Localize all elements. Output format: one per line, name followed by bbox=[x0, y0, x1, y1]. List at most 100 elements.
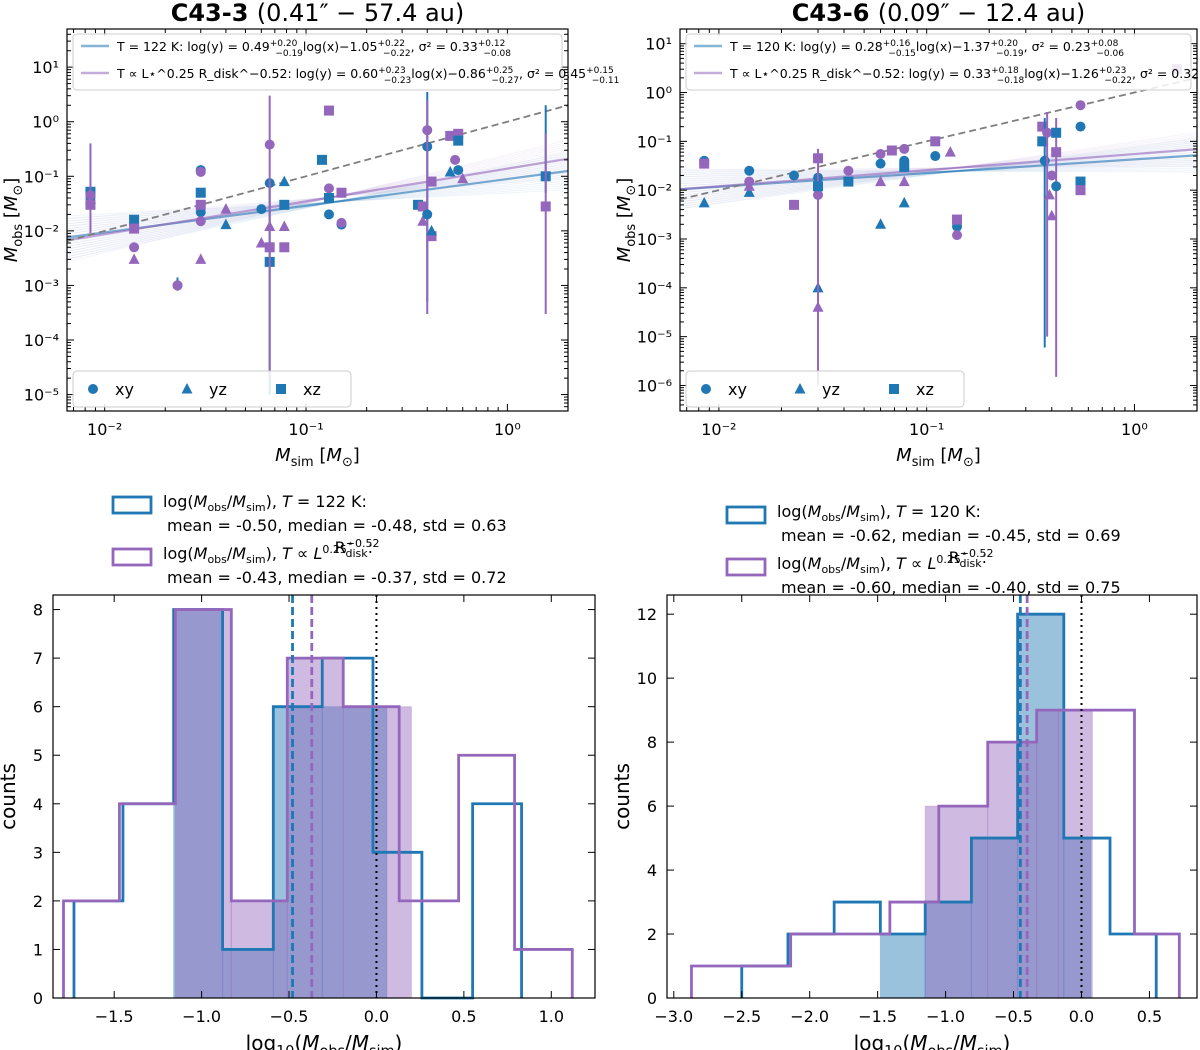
y-tick-label: 4 bbox=[33, 795, 43, 814]
data-point-xy bbox=[1042, 127, 1053, 138]
data-point-yz bbox=[444, 165, 456, 177]
axes-frame bbox=[679, 28, 1198, 412]
fit-sample-line bbox=[67, 189, 568, 217]
hist-filled-bar bbox=[970, 837, 1019, 999]
marker-legend-label: xz bbox=[303, 380, 321, 399]
data-point-yz bbox=[220, 218, 232, 230]
data-point-xz bbox=[195, 187, 206, 198]
data-point-xy bbox=[699, 158, 710, 169]
y-tick-label: 8 bbox=[33, 601, 43, 620]
axes-frame bbox=[666, 594, 1198, 999]
data-point-xz bbox=[789, 199, 800, 210]
x-tick-label: −2.5 bbox=[722, 1007, 761, 1026]
y-tick-label: 10 bbox=[637, 669, 657, 688]
one-to-one-line bbox=[67, 104, 568, 242]
legend-marker-xy bbox=[88, 384, 98, 394]
data-point-xz bbox=[1037, 121, 1048, 132]
plot-area bbox=[67, 92, 568, 395]
fit-legend-entry: T ∝ L⋆^0.25 R_disk^−0.52: log(y) = 0.60+… bbox=[116, 66, 619, 86]
legend-swatch-purple bbox=[111, 547, 153, 567]
y-tick-label: 10⁻³ bbox=[637, 230, 672, 249]
x-tick-label: 10⁻² bbox=[87, 420, 122, 439]
fit-legend-box bbox=[72, 33, 563, 91]
fit-sample-line bbox=[67, 177, 568, 220]
data-point-yz bbox=[698, 196, 710, 208]
hist-filled-bar bbox=[987, 741, 1038, 999]
hist-filled-bar bbox=[924, 901, 972, 999]
data-point-xz bbox=[336, 187, 347, 198]
fit-legend-box bbox=[685, 33, 1192, 91]
legend-line-1: log(Mobs/Msim), T = 122 K: bbox=[163, 492, 367, 514]
y-tick-label: 1 bbox=[33, 940, 43, 959]
data-point-yz bbox=[278, 175, 290, 187]
y-tick-label: 10⁻² bbox=[637, 181, 672, 200]
data-point-xy bbox=[789, 170, 800, 181]
data-point-xy bbox=[256, 204, 267, 215]
fit-sample-line bbox=[67, 141, 568, 260]
hist-step-outline bbox=[62, 608, 574, 998]
data-point-xy bbox=[129, 242, 140, 253]
y-tick-label: 10⁻⁴ bbox=[24, 331, 59, 350]
legend-marker-yz bbox=[181, 383, 193, 394]
fit-sample-line bbox=[680, 169, 1197, 173]
x-axis-label: Msim​ [M⊙​] bbox=[896, 445, 981, 470]
y-tick-label: 10⁻⁵ bbox=[637, 328, 672, 347]
marker-legend-label: yz bbox=[209, 380, 227, 399]
legend-marker-xy bbox=[701, 384, 711, 394]
y-tick-label: 10⁻⁵ bbox=[24, 386, 59, 405]
x-tick-label: 0.0 bbox=[1069, 1007, 1094, 1026]
data-point-xz bbox=[129, 223, 140, 234]
y-axis-label: Mobs​ [M⊙​] bbox=[614, 178, 639, 263]
fit-line-purple bbox=[680, 148, 1197, 191]
legend-line-2: mean = -0.62, median = -0.45, std = 0.69 bbox=[781, 526, 1121, 545]
hist-filled-bar bbox=[1036, 709, 1059, 999]
data-point-yz bbox=[875, 175, 887, 187]
data-point-yz bbox=[1046, 209, 1058, 221]
histogram-panel-3: −3.0 −2.5 −2.0 −1.5 −1.0 −0.5 0.0 0.5 0 2 4 6 8 10 12 l… bbox=[610, 502, 1198, 1050]
data-point-xz bbox=[279, 242, 290, 253]
hist-filled-bar bbox=[1017, 613, 1065, 999]
data-point-yz bbox=[944, 146, 956, 157]
x-axis-label: log10​(Mobs​/Msim​) bbox=[246, 1031, 403, 1050]
x-tick-label: 10⁰ bbox=[494, 420, 521, 439]
data-point-xy bbox=[195, 216, 206, 227]
data-point-xz bbox=[952, 214, 963, 225]
legend-marker-yz bbox=[794, 383, 806, 394]
x-tick-label: −1.5 bbox=[858, 1007, 897, 1026]
data-point-xy bbox=[1046, 170, 1057, 181]
marker-legend-label: xy bbox=[728, 380, 747, 399]
legend-marker-xz bbox=[889, 384, 899, 394]
data-point-xz bbox=[1037, 136, 1048, 147]
x-tick-label: 10⁻² bbox=[701, 420, 736, 439]
fit-line-purple bbox=[67, 157, 568, 242]
y-tick-label: 3 bbox=[33, 843, 43, 862]
data-point-xz bbox=[930, 136, 941, 147]
fit-legend-entry: T = 122 K: log(y) = 0.49+0.20 −0.19log(x)… bbox=[116, 39, 511, 59]
data-point-xy bbox=[875, 149, 886, 160]
data-point-xz bbox=[453, 128, 464, 139]
x-tick-label: 0.5 bbox=[451, 1007, 476, 1026]
data-point-xz bbox=[899, 161, 910, 172]
y-tick-label: 10⁻⁶ bbox=[637, 376, 672, 395]
data-point-yz bbox=[743, 180, 755, 191]
data-point-xy bbox=[85, 190, 96, 201]
plot-area bbox=[680, 64, 1197, 386]
hist-filled-bar bbox=[222, 948, 274, 999]
y-tick-label: 10⁻³ bbox=[24, 276, 59, 295]
data-point-yz bbox=[417, 215, 429, 226]
y-tick-label: 10⁻² bbox=[24, 222, 59, 241]
data-point-yz bbox=[898, 196, 910, 208]
legend-swatch-blue bbox=[725, 505, 767, 525]
data-point-xy bbox=[899, 143, 910, 154]
marker-legend-label: xy bbox=[115, 380, 134, 399]
data-point-xy bbox=[172, 280, 183, 291]
data-point-xz bbox=[426, 231, 437, 242]
data-point-yz bbox=[255, 236, 267, 248]
x-tick-label: −1.0 bbox=[926, 1007, 965, 1026]
data-point-xz bbox=[195, 199, 206, 210]
y-tick-label: 0 bbox=[647, 989, 657, 1008]
data-point-yz bbox=[278, 220, 290, 232]
data-point-xz bbox=[886, 145, 897, 156]
data-point-yz bbox=[898, 175, 910, 187]
